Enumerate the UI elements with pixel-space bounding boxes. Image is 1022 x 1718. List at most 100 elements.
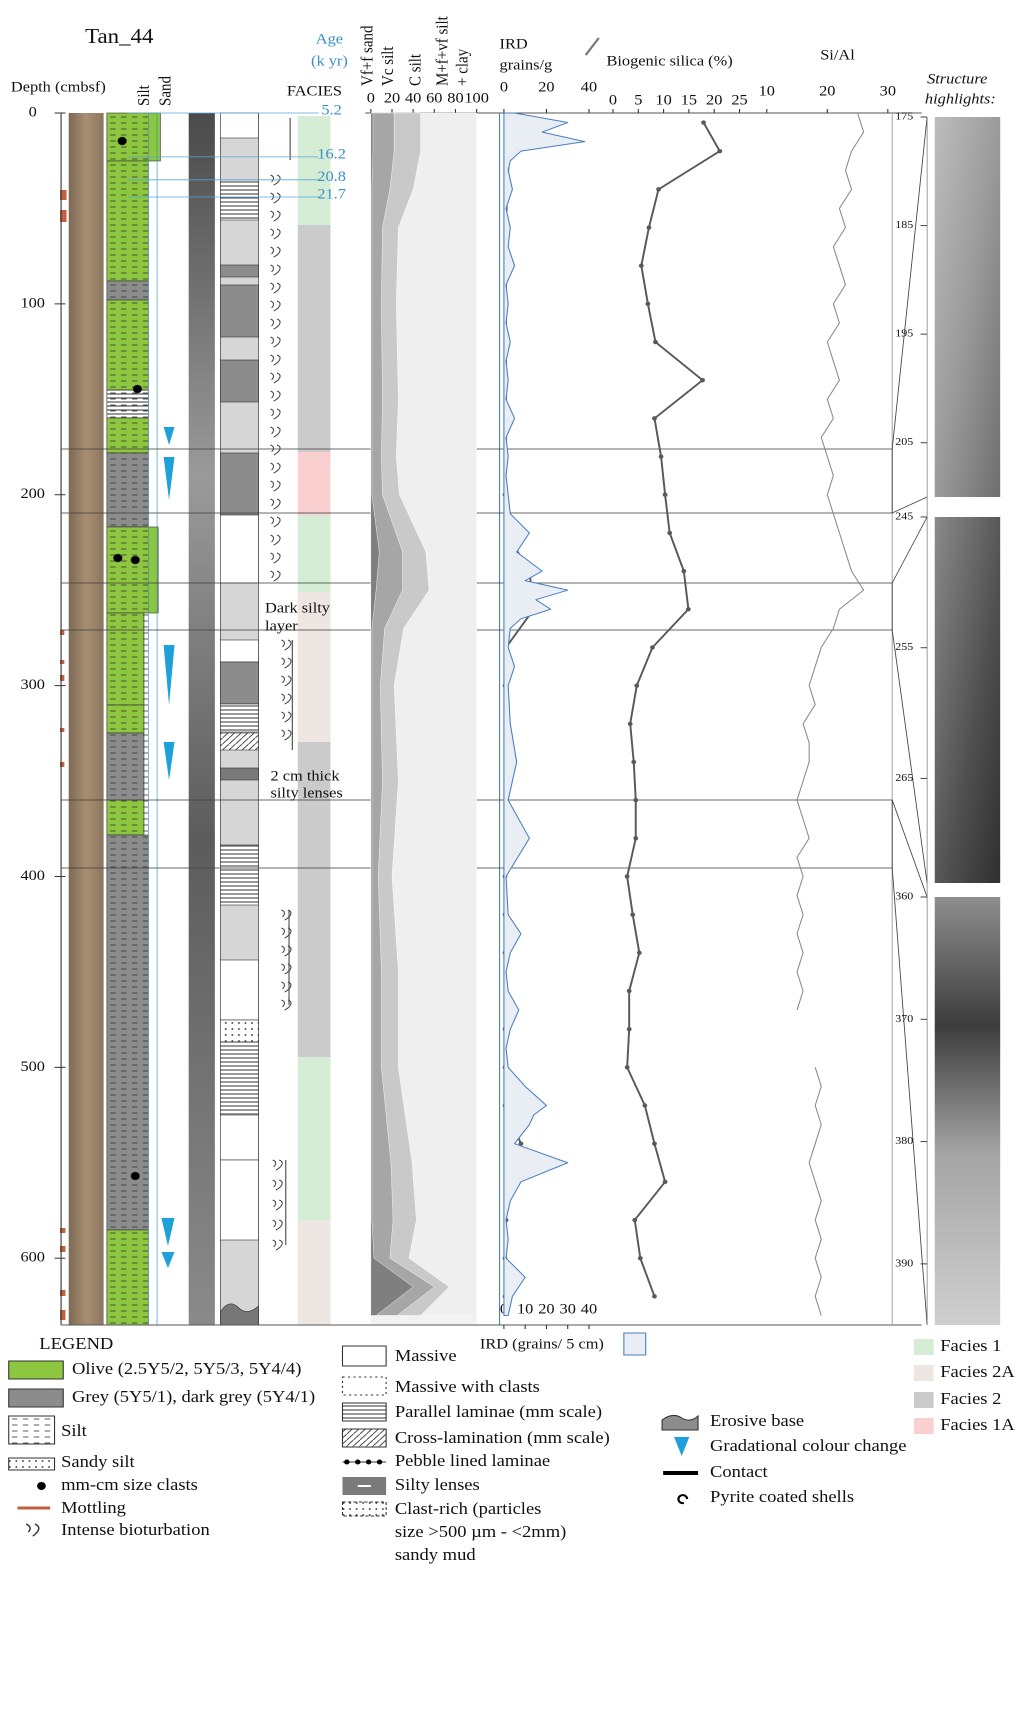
age-label: 5.2 <box>321 102 341 118</box>
age-label: Age <box>316 31 343 47</box>
x-tick-label: 15 <box>681 92 698 108</box>
legend-swatch <box>914 1339 934 1355</box>
data-point <box>653 340 658 344</box>
bioturbation-mark <box>270 445 280 455</box>
axis-label: IRD <box>500 36 528 52</box>
bioturbation-mark <box>273 1180 283 1190</box>
x-tick-label: 25 <box>731 92 748 108</box>
data-point <box>633 798 638 802</box>
legend-swatch <box>342 1403 386 1421</box>
x2-tick-label: 10 <box>517 1301 534 1317</box>
legend-swatch <box>678 1495 687 1503</box>
legend-label: Clast-rich (particles <box>395 1499 542 1519</box>
x-tick-label: 30 <box>880 83 897 99</box>
annotation: layer <box>265 618 298 634</box>
legend-label: Sandy silt <box>61 1452 135 1471</box>
depth-tick-label: 600 <box>20 1249 45 1265</box>
data-point <box>625 874 630 878</box>
data-point <box>650 645 655 649</box>
legend-swatch <box>9 1416 55 1444</box>
column-header: Vf+f sand <box>359 25 377 86</box>
legend-swatch <box>914 1418 934 1434</box>
bioturbation-mark <box>270 373 280 383</box>
bioturbation-mark <box>281 658 291 668</box>
bioturbation-mark <box>270 265 280 275</box>
structure-title: Structure <box>927 71 987 87</box>
data-point <box>627 1027 632 1031</box>
data-line <box>797 113 864 1315</box>
data-point <box>646 302 651 306</box>
legend-label: Facies 1 <box>940 1336 1001 1355</box>
legend-label: Facies 2 <box>940 1389 1001 1408</box>
bioturbation-mark <box>270 499 280 509</box>
bioturbation-mark <box>270 319 280 329</box>
data-point <box>663 493 668 497</box>
core-photo <box>69 113 104 1325</box>
bioturbation <box>270 118 292 1250</box>
bioturbation-mark <box>270 391 280 401</box>
data-point <box>681 569 686 573</box>
lithology-header: Silt <box>135 85 153 106</box>
bioturbation-mark <box>281 676 291 686</box>
data-point <box>663 1180 668 1184</box>
legend-swatch <box>342 1377 386 1395</box>
structure-tick-label: 370 <box>895 1013 913 1024</box>
bioturbation-mark <box>281 640 291 650</box>
x-tick-label: 20 <box>819 83 836 99</box>
annotation: 2 cm thick <box>270 768 339 784</box>
structure-tick-label: 360 <box>895 891 913 902</box>
bioturbation-mark <box>270 571 280 581</box>
bioturbation-mark <box>270 427 280 437</box>
facies-label: FACIES <box>287 83 342 99</box>
legend-label: Grey (5Y5/1), dark grey (5Y4/1) <box>72 1387 315 1407</box>
legend-swatch <box>624 1333 646 1355</box>
x-tick-label: 100 <box>464 90 489 106</box>
structure-column <box>220 113 258 1325</box>
structure-tick-label: 195 <box>895 328 913 339</box>
legend-label: Intense bioturbation <box>61 1520 210 1539</box>
bioturbation-mark <box>270 337 280 347</box>
structure-tick-label: 255 <box>895 642 913 653</box>
data-point <box>701 120 706 124</box>
depth-label: Depth (cmbsf) <box>11 79 106 95</box>
bioturbation-mark <box>273 1240 283 1250</box>
depth-tick-label: 500 <box>20 1058 45 1074</box>
x-tick-label: 0 <box>500 79 508 95</box>
age-label: 21.7 <box>317 186 346 202</box>
legend-swatch <box>914 1365 934 1381</box>
bioturbation-mark <box>273 1200 283 1210</box>
legend-label: Massive with clasts <box>395 1377 540 1396</box>
bioturbation-mark <box>270 193 280 203</box>
data-point <box>642 1103 647 1107</box>
legend-swatch <box>342 1429 386 1447</box>
legend-label: Contact <box>710 1462 768 1481</box>
x2-tick-label: 30 <box>560 1301 577 1317</box>
structure-tick-label: 265 <box>895 772 913 783</box>
data-point <box>647 225 652 229</box>
data-point <box>667 531 672 535</box>
data-point <box>627 989 632 993</box>
age-label: (k yr) <box>311 53 348 69</box>
structure-tick-label: 185 <box>895 219 913 230</box>
silica-icon <box>586 38 599 55</box>
column-header: + clay <box>454 49 472 86</box>
data-point <box>659 454 664 458</box>
x-tick-label: 10 <box>759 83 776 99</box>
gradational-change <box>161 427 174 1268</box>
legend-label: mm-cm size clasts <box>61 1475 198 1494</box>
legend-label: Silt <box>61 1421 87 1440</box>
data-point <box>628 722 633 726</box>
x-tick-label: 60 <box>426 90 443 106</box>
data-point <box>686 607 691 611</box>
legend-label: Pebble lined laminae <box>395 1451 550 1470</box>
x-tick-label: 40 <box>581 79 598 95</box>
facies-column <box>298 116 331 1325</box>
legend-label: Mottling <box>61 1498 126 1517</box>
legend: LEGEND Olive (2.5Y5/2, 5Y5/3, 5Y4/4) Gre… <box>9 1334 1015 1564</box>
legend-label: Facies 2A <box>940 1362 1015 1381</box>
x-tick-label: 0 <box>609 92 617 108</box>
data-point <box>652 416 657 420</box>
data-point <box>631 760 636 764</box>
legend-swatch <box>37 1482 46 1490</box>
depth-tick-label: 0 <box>29 104 37 120</box>
